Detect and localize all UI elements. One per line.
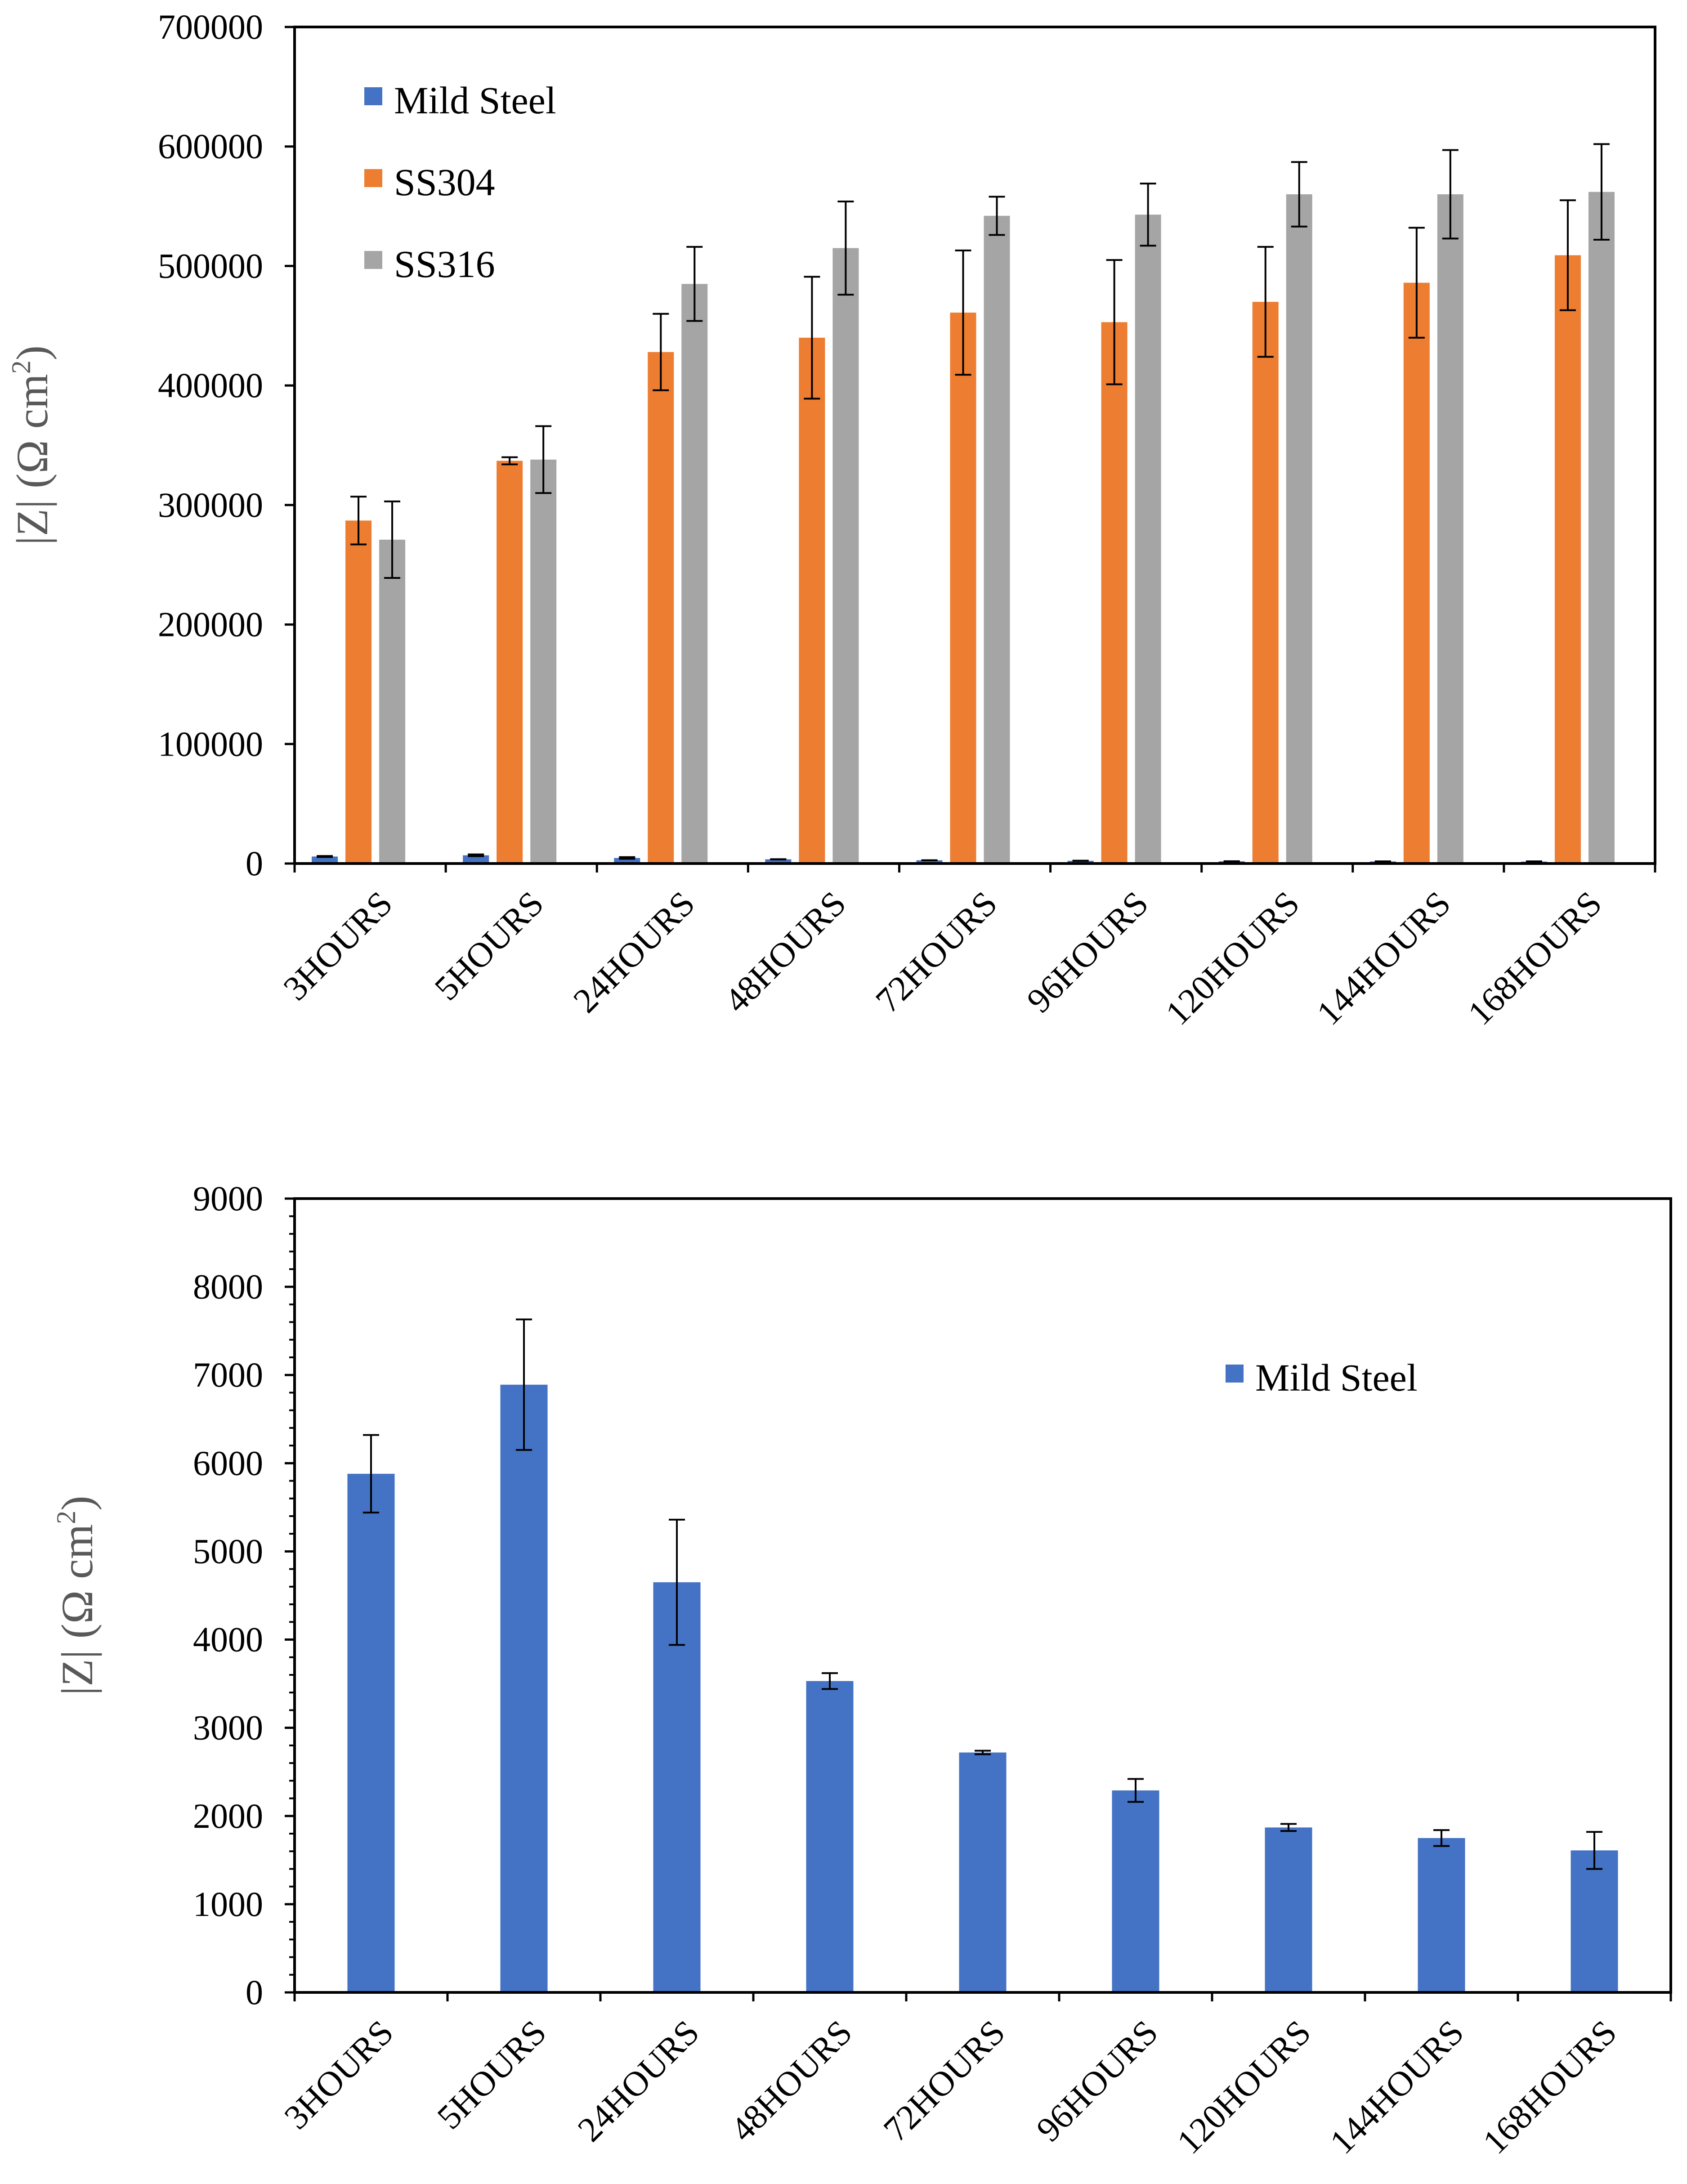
y-axis-label-close: ) — [7, 345, 57, 360]
bar-ss316-24hours — [681, 284, 708, 864]
y-tick-label: 400000 — [158, 366, 263, 405]
bar-ss316-168hours — [1588, 192, 1615, 864]
y-tick-label: 5000 — [193, 1531, 263, 1571]
x-tick-label: 24HOURS — [570, 2012, 707, 2149]
bar-mild-steel-168hours — [1571, 1850, 1618, 1992]
x-tick-label: 3HOURS — [277, 2012, 401, 2136]
legend-label-ss304: SS304 — [394, 161, 495, 204]
x-tick-label: 120HOURS — [1158, 883, 1307, 1032]
y-axis-ticks: 0 100000 200000 300000 400000 500000 600000 700… — [158, 7, 295, 883]
bar-ss316-120hours — [1286, 194, 1312, 864]
y-tick-label: 300000 — [158, 485, 263, 524]
bar-series-group — [312, 192, 1615, 864]
x-tick-label: 5HOURS — [430, 2012, 554, 2136]
y-axis-label: |Z| (Ω cm2) — [51, 1495, 102, 1695]
legend-swatch-ss304 — [364, 169, 382, 187]
x-tick-label: 144HOURS — [1322, 2012, 1471, 2161]
bar-ss304-144hours — [1403, 282, 1430, 864]
bar-mild-steel-120hours — [1265, 1827, 1312, 1992]
bar-ss316-144hours — [1437, 194, 1463, 864]
bar-mild-steel-72hours — [916, 860, 943, 864]
y-tick-label: 2000 — [193, 1796, 263, 1835]
bar-ss304-5hours — [497, 461, 523, 864]
y-axis-label: |Z| (Ω cm2) — [6, 345, 57, 545]
x-tick-label: 72HOURS — [868, 883, 1005, 1020]
x-tick-label: 168HOURS — [1460, 883, 1609, 1032]
legend-label-mild-steel: Mild Steel — [1255, 1356, 1418, 1399]
plot-frame — [293, 1197, 1672, 1994]
y-tick-label: 100000 — [158, 724, 263, 763]
x-tick-label: 120HOURS — [1169, 2012, 1318, 2161]
y-axis-label-close: ) — [52, 1495, 102, 1510]
legend-label-ss316: SS316 — [394, 242, 495, 286]
x-tick-label: 96HOURS — [1029, 2012, 1165, 2149]
bar-ss304-120hours — [1252, 302, 1279, 864]
impedance-chart-all-steels: 0 100000 200000 300000 400000 500000 600000 700… — [6, 7, 1656, 1033]
bar-mild-steel-3hours — [347, 1473, 395, 1992]
bar-ss304-24hours — [648, 352, 674, 864]
y-tick-label: 1000 — [193, 1884, 263, 1924]
x-tick-label: 3HOURS — [276, 883, 400, 1007]
x-tick-label: 72HOURS — [876, 2012, 1012, 2149]
y-axis-label-superscript: 2 — [6, 360, 36, 374]
bar-mild-steel-144hours — [1418, 1838, 1465, 1992]
y-tick-label: 200000 — [158, 605, 263, 644]
x-tick-label: 48HOURS — [723, 2012, 859, 2149]
x-tick-label: 24HOURS — [566, 883, 703, 1020]
bar-mild-steel-48hours — [765, 859, 792, 864]
legend: Mild Steel — [1226, 1356, 1418, 1399]
x-tick-label: 48HOURS — [717, 883, 854, 1020]
bar-ss304-72hours — [950, 313, 976, 864]
bar-ss304-48hours — [799, 337, 825, 864]
bar-mild-steel-5hours — [463, 855, 489, 864]
x-axis-ticks: 3HOURS 5HOURS 24HOURS 48HOURS 72HOURS 96HOURS… — [276, 864, 1656, 1033]
bar-ss304-3hours — [345, 520, 372, 864]
legend: Mild Steel SS304 SS316 — [364, 79, 556, 286]
y-tick-label: 0 — [246, 1973, 263, 2012]
legend-swatch-mild-steel — [364, 87, 382, 105]
y-tick-label: 500000 — [158, 246, 263, 285]
x-tick-label: 168HOURS — [1475, 2012, 1624, 2161]
bar-series-group — [347, 1384, 1618, 1992]
y-tick-label: 700000 — [158, 7, 263, 46]
y-tick-label: 8000 — [193, 1267, 263, 1306]
x-tick-label: 144HOURS — [1309, 883, 1458, 1032]
y-tick-label: 9000 — [193, 1179, 263, 1218]
x-tick-label: 96HOURS — [1019, 883, 1156, 1020]
legend-swatch-mild-steel — [1226, 1365, 1244, 1383]
error-bar-group — [317, 143, 1610, 863]
x-axis-ticks: 3HOURS 5HOURS 24HOURS 48HOURS 72HOURS 96HOURS… — [277, 1992, 1672, 2162]
bar-ss316-72hours — [984, 215, 1010, 864]
bar-ss316-3hours — [379, 539, 406, 864]
legend-swatch-ss316 — [364, 251, 382, 269]
impedance-chart-mild-steel: 0 1000 2000 3000 4000 5000 6000 7000 8000 9000 3H… — [51, 1179, 1672, 2162]
bar-mild-steel-96hours — [1067, 860, 1094, 864]
bar-ss316-48hours — [832, 248, 859, 864]
y-tick-label: 7000 — [193, 1355, 263, 1394]
legend-label-mild-steel: Mild Steel — [394, 79, 556, 122]
bar-ss304-168hours — [1554, 255, 1581, 864]
bar-mild-steel-72hours — [959, 1752, 1007, 1992]
y-tick-label: 600000 — [158, 127, 263, 166]
x-tick-label: 5HOURS — [427, 883, 551, 1007]
y-tick-label: 3000 — [193, 1708, 263, 1747]
bar-ss316-5hours — [530, 459, 557, 864]
bar-mild-steel-96hours — [1112, 1790, 1159, 1992]
error-bar-group — [363, 1318, 1602, 1870]
bar-mild-steel-5hours — [500, 1384, 548, 1992]
bar-ss316-96hours — [1135, 215, 1161, 864]
y-axis-label-main: |Z| (Ω cm — [7, 374, 57, 545]
bar-mild-steel-48hours — [806, 1681, 854, 1992]
y-tick-label: 0 — [246, 844, 263, 883]
y-tick-label: 4000 — [193, 1620, 263, 1659]
y-tick-label: 6000 — [193, 1443, 263, 1482]
bar-mild-steel-3hours — [312, 856, 338, 864]
y-axis-label-superscript: 2 — [51, 1511, 81, 1524]
y-axis-label-main: |Z| (Ω cm — [52, 1524, 102, 1696]
plot-frame — [293, 26, 1656, 865]
bar-mild-steel-24hours — [653, 1582, 701, 1992]
bar-ss304-96hours — [1101, 322, 1128, 864]
y-axis-ticks: 0 1000 2000 3000 4000 5000 6000 7000 8000 9000 — [193, 1179, 295, 2012]
